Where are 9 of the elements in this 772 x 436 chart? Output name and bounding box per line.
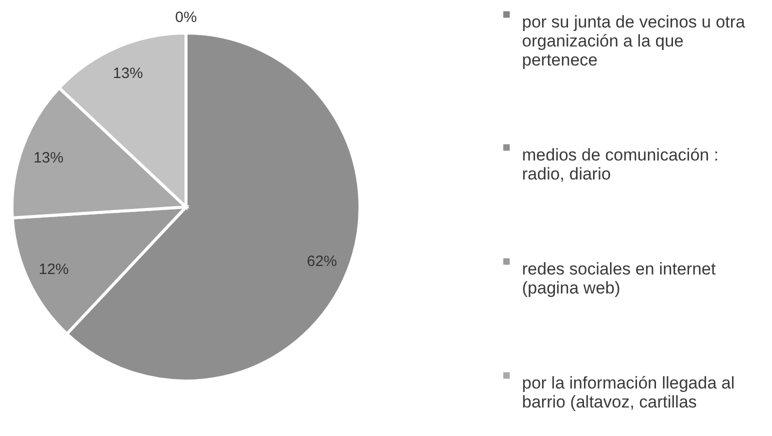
legend-label: por su junta de vecinos u otra organización a la que pertenece — [522, 12, 746, 70]
text: 0% — [175, 9, 197, 26]
legend-label: por la información llegada al barrio (altavoz, cartillas — [522, 374, 735, 412]
data-label: 62% — [306, 252, 337, 270]
data-label: 13% — [112, 64, 143, 82]
legend-label: medios de comunicación : radio, diario — [522, 146, 719, 184]
legend-label: redes sociales en internet (pagina web) — [522, 260, 716, 298]
data-label: 13% — [33, 149, 64, 166]
data-label: 12% — [38, 261, 69, 278]
